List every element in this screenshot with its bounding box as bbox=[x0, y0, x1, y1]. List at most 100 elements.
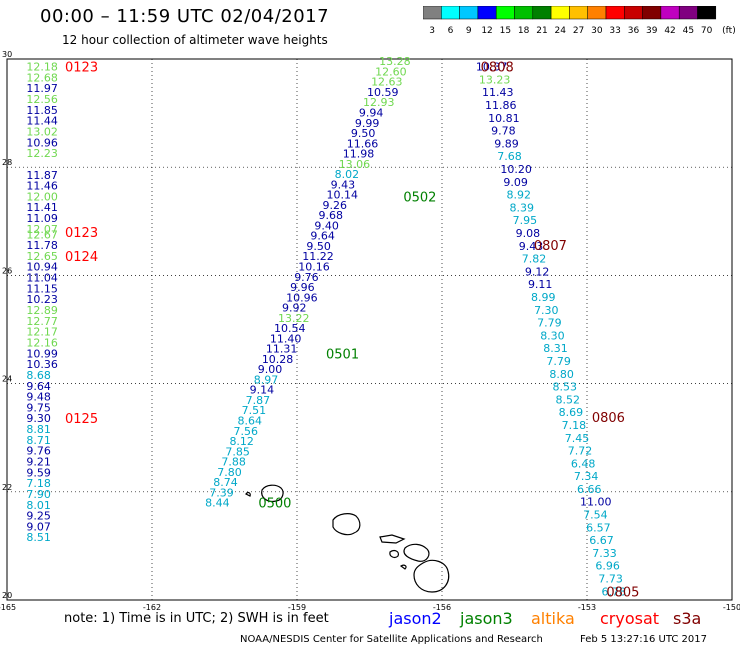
legend-jason2: jason2 bbox=[389, 609, 442, 628]
swh-value: 9.26 bbox=[323, 199, 348, 212]
swh-value: 13.06 bbox=[339, 158, 371, 171]
swh-value: 12.68 bbox=[26, 71, 58, 84]
swh-value: 12.77 bbox=[26, 315, 58, 328]
swh-value: 7.85 bbox=[225, 445, 250, 458]
pass-time-label: 0501 bbox=[326, 347, 359, 362]
colorbar-label: 42 bbox=[664, 26, 675, 36]
swh-value: 8.80 bbox=[549, 368, 574, 381]
swh-value: 9.14 bbox=[250, 384, 274, 397]
colorbar-swatch bbox=[550, 6, 570, 20]
swh-value: 10.14 bbox=[327, 189, 359, 202]
swh-value: 12.07 bbox=[26, 223, 58, 236]
swh-value: 6.78 bbox=[602, 585, 627, 598]
swh-value: 11.41 bbox=[26, 201, 58, 214]
swh-value: 12.00 bbox=[26, 190, 58, 203]
x-tick-label: -153 bbox=[578, 603, 596, 612]
swh-value: 13.22 bbox=[278, 312, 310, 325]
swh-value: 8.69 bbox=[559, 406, 584, 419]
swh-value: 9.48 bbox=[26, 391, 51, 404]
swh-value: 11.78 bbox=[26, 239, 58, 252]
swh-value: 8.68 bbox=[26, 369, 51, 382]
swh-value: 10.20 bbox=[500, 163, 531, 176]
swh-value: 9.76 bbox=[294, 271, 319, 284]
swh-value: 12.63 bbox=[371, 76, 403, 89]
swh-value: 11.97 bbox=[26, 82, 58, 95]
pass-time-label: 0808 bbox=[481, 61, 514, 76]
swh-value: 7.95 bbox=[513, 214, 538, 227]
swh-value: 9.68 bbox=[318, 209, 343, 222]
swh-value: 13.28 bbox=[379, 55, 411, 68]
swh-value: 11.66 bbox=[347, 137, 379, 150]
y-tick-label: 20 bbox=[2, 591, 12, 600]
pass-time-label: 0123 bbox=[65, 226, 98, 241]
swh-value: 11.87 bbox=[26, 169, 58, 182]
swh-value: 7.90 bbox=[26, 488, 51, 501]
swh-value: 9.99 bbox=[355, 117, 380, 130]
swh-value: 7.73 bbox=[598, 573, 623, 586]
pass-time-label: 0124 bbox=[65, 250, 98, 265]
colorbar-swatch bbox=[423, 6, 442, 20]
swh-value: 10.37 bbox=[476, 61, 508, 74]
swh-value: 9.76 bbox=[26, 445, 51, 458]
colorbar-label: 15 bbox=[500, 26, 511, 36]
swh-value: 10.23 bbox=[26, 293, 58, 306]
swh-value: 7.33 bbox=[592, 547, 617, 560]
coastline-hawaii bbox=[245, 484, 450, 593]
colorbar-label: 21 bbox=[536, 26, 547, 36]
note-text: note: 1) Time is in UTC; 2) SWH is in fe… bbox=[64, 611, 329, 626]
swh-value: 10.36 bbox=[26, 358, 58, 371]
colorbar-swatch bbox=[441, 6, 460, 20]
swh-value: 8.71 bbox=[26, 434, 51, 447]
swh-value: 9.75 bbox=[26, 401, 51, 414]
swh-value: 7.79 bbox=[546, 355, 571, 368]
colorbar-label: 3 bbox=[429, 26, 435, 36]
island-molokai bbox=[379, 534, 406, 544]
island-niihau bbox=[245, 491, 251, 497]
swh-value: 7.82 bbox=[522, 253, 547, 266]
swh-value: 11.15 bbox=[26, 282, 58, 295]
plot-frame bbox=[6, 58, 733, 601]
legend-cryosat: cryosat bbox=[600, 609, 660, 628]
pass-time-label: 0805 bbox=[606, 585, 639, 600]
swh-value: 10.59 bbox=[367, 86, 399, 99]
swh-value: 11.44 bbox=[26, 115, 58, 128]
swh-value: 9.08 bbox=[516, 227, 541, 240]
colorbar-label: 33 bbox=[609, 26, 620, 36]
swh-value: 11.09 bbox=[26, 212, 58, 225]
y-tick-label: 24 bbox=[2, 375, 12, 384]
swh-value: 11.22 bbox=[302, 250, 334, 263]
pass-time-label: 0500 bbox=[258, 497, 291, 512]
swh-value: 7.45 bbox=[565, 432, 590, 445]
swh-value: 9.43 bbox=[519, 240, 544, 253]
swh-value: 10.94 bbox=[26, 261, 58, 274]
swh-value: 9.50 bbox=[351, 127, 376, 140]
page-title: 00:00 – 11:59 UTC 02/04/2017 bbox=[40, 6, 330, 27]
swh-value: 12.67 bbox=[26, 228, 58, 241]
colorbar-label: 45 bbox=[683, 26, 694, 36]
swh-value: 9.92 bbox=[282, 302, 307, 315]
swh-value: 9.07 bbox=[26, 520, 51, 533]
pass-labels: 0123 0123 0124 0125 0500 0501 0502 0808 0807 0806… bbox=[65, 61, 639, 601]
swh-value: 9.12 bbox=[525, 265, 550, 278]
x-tick-label: -162 bbox=[143, 603, 161, 612]
colorbar-swatch bbox=[605, 6, 625, 20]
legend-jason3: jason3 bbox=[460, 609, 513, 628]
swh-value: 7.54 bbox=[583, 509, 608, 522]
swh-value: 7.34 bbox=[574, 470, 599, 483]
swh-value: 9.96 bbox=[290, 281, 315, 294]
swh-value: 8.81 bbox=[26, 423, 51, 436]
pass-time-label: 0123 bbox=[65, 61, 98, 76]
x-tick-label: -165 bbox=[0, 603, 16, 612]
swh-value: 10.96 bbox=[26, 136, 58, 149]
swh-value: 10.96 bbox=[286, 291, 318, 304]
swh-value: 8.02 bbox=[335, 168, 360, 181]
swh-value: 7.18 bbox=[562, 419, 587, 432]
swh-value: 12.60 bbox=[375, 65, 407, 78]
swh-value: 8.12 bbox=[229, 435, 254, 448]
swh-value: 8.53 bbox=[552, 381, 577, 394]
colorbar-label: 36 bbox=[628, 26, 640, 36]
colorbar-swatch bbox=[532, 6, 552, 20]
colorbar-label: 9 bbox=[466, 26, 472, 36]
swh-value: 11.86 bbox=[485, 99, 517, 112]
colorbar-label: 27 bbox=[573, 26, 584, 36]
